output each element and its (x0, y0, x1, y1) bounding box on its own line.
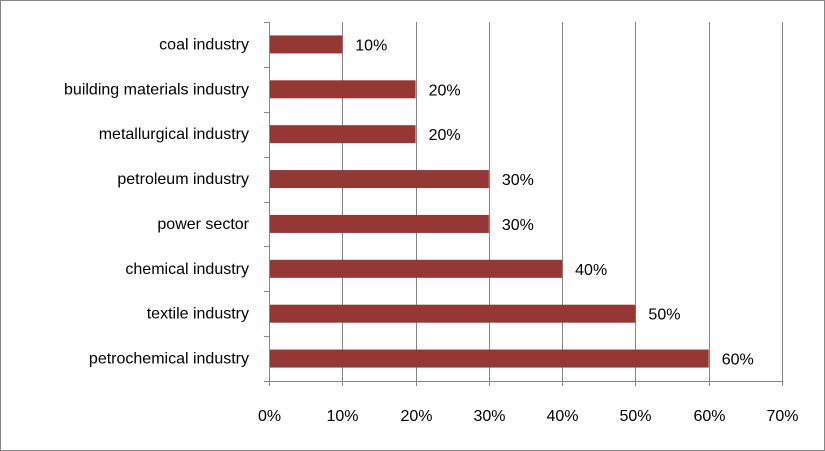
data-label: 50% (648, 307, 680, 324)
bar (270, 304, 636, 323)
bar (270, 170, 489, 189)
category-label: petrochemical industry (89, 351, 249, 368)
x-tick-label: 20% (400, 408, 432, 425)
data-label: 20% (429, 82, 461, 99)
bar (270, 125, 416, 144)
bar (270, 214, 489, 233)
bar (270, 35, 343, 54)
bar (270, 80, 416, 99)
category-label: textile industry (147, 306, 249, 323)
data-label: 60% (722, 352, 754, 369)
data-label: 30% (502, 172, 534, 189)
category-label: coal industry (159, 36, 249, 53)
x-tick-label: 50% (619, 408, 651, 425)
x-tick-label: 30% (473, 408, 505, 425)
data-label: 20% (429, 127, 461, 144)
data-label: 10% (355, 37, 387, 54)
x-tick-label: 0% (258, 408, 281, 425)
x-tick-label: 10% (326, 408, 358, 425)
x-tick-label: 40% (546, 408, 578, 425)
category-label: chemical industry (125, 261, 249, 278)
x-tick-label: 70% (766, 408, 798, 425)
data-label: 40% (575, 262, 607, 279)
category-label: metallurgical industry (99, 126, 249, 143)
category-label: petroleum industry (117, 171, 249, 188)
category-label: power sector (157, 216, 249, 233)
x-tick-label: 60% (693, 408, 725, 425)
data-label: 30% (502, 217, 534, 234)
bar (270, 259, 563, 278)
bar (270, 349, 709, 368)
category-label: building materials industry (64, 81, 249, 98)
